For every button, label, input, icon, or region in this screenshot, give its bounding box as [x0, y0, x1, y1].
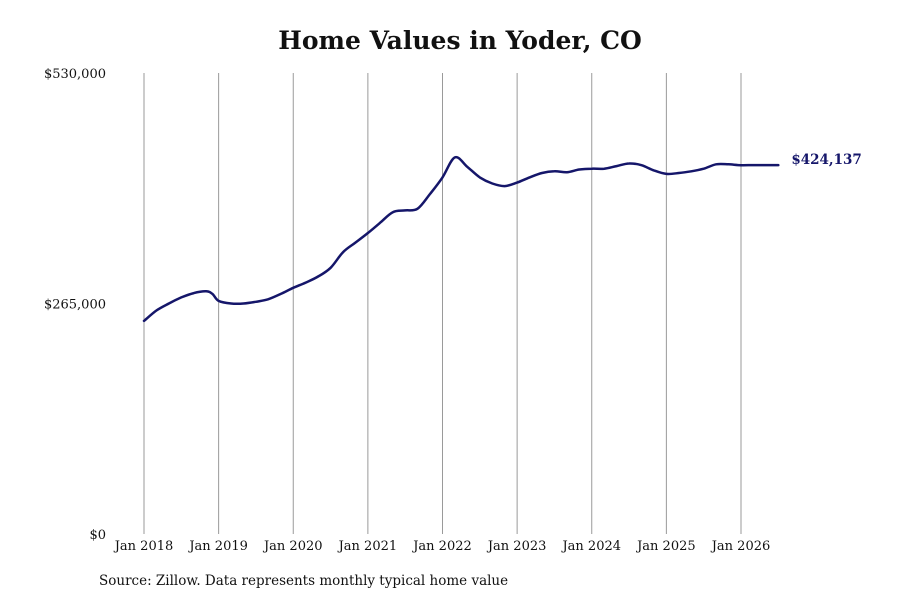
x-tick-label: Jan 2022 [411, 539, 472, 554]
y-tick-label: $265,000 [44, 298, 106, 313]
y-tick-label: $530,000 [44, 67, 106, 82]
x-tick-label: Jan 2018 [113, 539, 174, 554]
chart-title: Home Values in Yoder, CO [278, 26, 642, 55]
x-tick-label: Jan 2020 [262, 539, 323, 554]
x-tick-label: Jan 2019 [187, 539, 248, 554]
x-tick-label: Jan 2021 [337, 539, 398, 554]
x-tick-label: Jan 2024 [560, 539, 621, 554]
y-axis-ticks: $0 $265,000 $530,000 [44, 67, 106, 543]
series-line [142, 155, 780, 323]
x-axis-ticks: Jan 2018 Jan 2019 Jan 2020 Jan 2021 Jan 2022… [113, 539, 771, 554]
x-tick-label: Jan 2023 [486, 539, 547, 554]
gridlines [143, 73, 742, 534]
source-note: Source: Zillow. Data represents monthly … [99, 573, 509, 589]
end-value-label: $424,137 [791, 152, 861, 168]
x-tick-label: Jan 2025 [635, 539, 696, 554]
x-tick-label: Jan 2026 [710, 539, 771, 554]
y-tick-label: $0 [89, 528, 106, 543]
